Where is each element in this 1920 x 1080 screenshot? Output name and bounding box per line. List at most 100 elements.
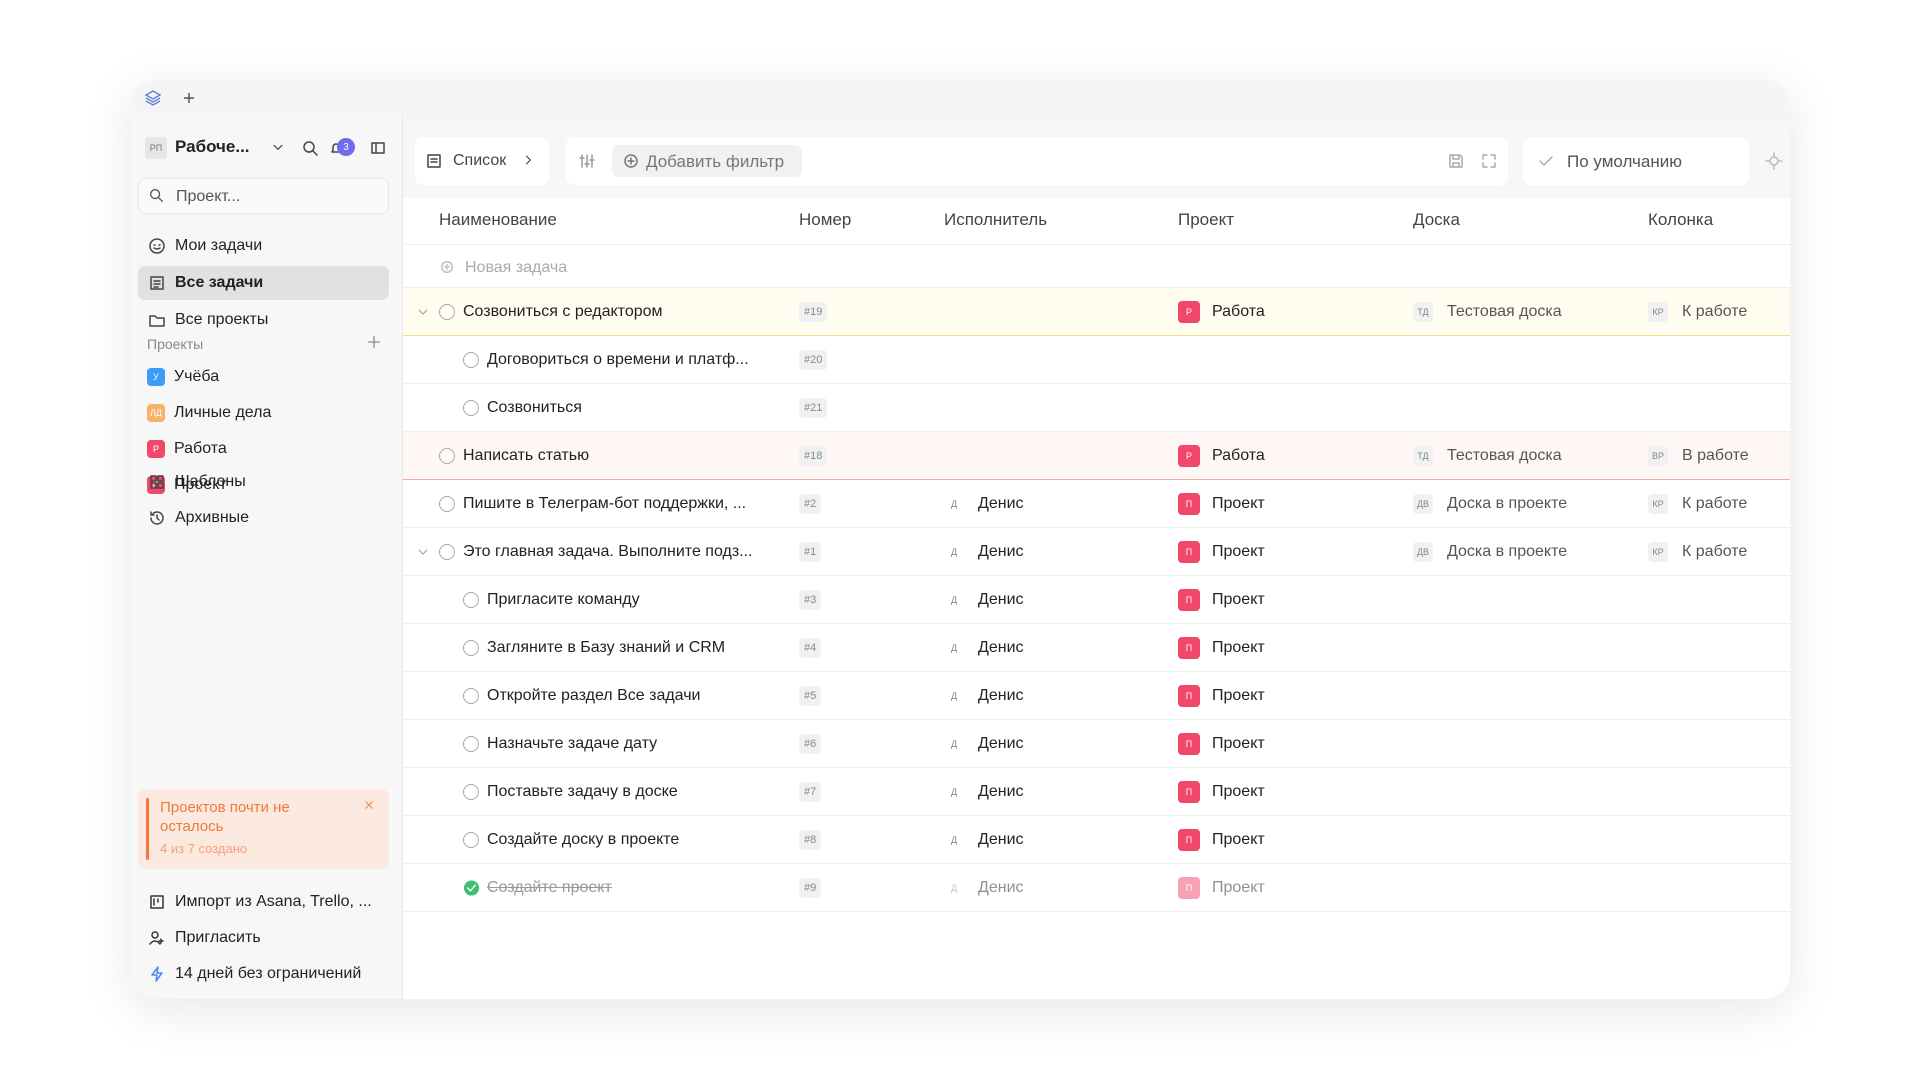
bottom-icon (150, 895, 164, 909)
new-tab-button[interactable] (181, 90, 197, 106)
task-number: #18 (799, 445, 828, 466)
task-checkbox[interactable] (463, 783, 479, 800)
task-name[interactable]: Поставьте задачу в доске (487, 782, 678, 800)
project-name: Проект (1212, 878, 1265, 896)
task-row[interactable]: Поставьте задачу в доске #7 Д Денис П Проект (403, 768, 1790, 816)
new-task-divider (403, 287, 1790, 288)
settings-icon (1765, 152, 1783, 170)
task-name[interactable]: Откройте раздел Все задачи (487, 686, 701, 704)
view-switch[interactable]: Список (415, 137, 549, 185)
task-checkbox[interactable] (439, 543, 455, 560)
project-name[interactable]: Проект (174, 476, 227, 493)
board-badge: ДВ (1413, 541, 1433, 562)
project-name[interactable]: Учёба (174, 368, 220, 385)
task-row[interactable]: Пишите в Телеграм-бот поддержки, ... #2 Д Д… (403, 480, 1790, 528)
project-badge: П (1178, 636, 1200, 659)
sidebar-toggle (371, 142, 385, 154)
task-checkbox[interactable] (463, 831, 479, 848)
task-row[interactable]: Назначьте задаче дату #6 Д Денис П Проект (403, 720, 1790, 768)
task-name[interactable]: Это главная задача. Выполните подз... (463, 542, 753, 560)
task-checkbox[interactable] (463, 351, 479, 368)
filter-settings (579, 154, 595, 168)
task-name[interactable]: Пригласите команду (487, 590, 640, 608)
column-header[interactable]: Номер (799, 210, 852, 229)
project-name[interactable]: Личные дела (174, 404, 272, 421)
task-row[interactable]: Договориться о времени и платф... #20 (403, 336, 1790, 384)
task-row[interactable]: Пригласите команду #3 Д Денис П Проект (403, 576, 1790, 624)
task-name[interactable]: Пишите в Телеграм-бот поддержки, ... (463, 494, 747, 512)
add-filter[interactable]: Добавить фильтр (612, 145, 802, 177)
nav-item[interactable]: Мои задачи (175, 237, 263, 254)
task-checkbox[interactable] (439, 303, 455, 320)
task-name[interactable]: Создайте доску в проекте (487, 830, 680, 848)
bottom-item[interactable]: Импорт из Asana, Trello, ... (175, 893, 372, 910)
task-name[interactable]: Назначьте задаче дату (487, 734, 658, 752)
add-project (368, 336, 380, 348)
column-header[interactable]: Исполнитель (944, 210, 1048, 229)
assignee-avatar: Д (950, 690, 958, 701)
task-name[interactable]: Написать статью (463, 446, 590, 464)
assignee-avatar: Д (950, 786, 958, 797)
column-header[interactable]: Доска (1413, 210, 1460, 229)
workspace-name[interactable]: Рабоче... (175, 137, 250, 156)
task-number: #7 (799, 781, 822, 802)
nav-active-bg (138, 266, 389, 300)
task-checkbox[interactable] (463, 591, 479, 608)
task-name[interactable]: Договориться о времени и платф... (487, 350, 749, 368)
column-header[interactable]: Колонка (1648, 210, 1714, 229)
project-name: Проект (1212, 590, 1265, 608)
column-header[interactable]: Наименование (439, 210, 557, 229)
project-name: Проект (1212, 638, 1265, 656)
task-checkbox[interactable] (463, 735, 479, 752)
column-header[interactable]: Проект (1178, 210, 1234, 229)
sort-select[interactable]: По умолчанию (1523, 137, 1749, 185)
nav-item[interactable]: Все задачи (175, 274, 264, 291)
project-name: Проект (1212, 830, 1265, 848)
task-name[interactable]: Загляните в Базу знаний и CRM (487, 638, 726, 656)
project-badge: П (1178, 732, 1200, 755)
task-done-check (463, 879, 480, 896)
column-badge: ВР (1648, 445, 1668, 466)
project-name: Проект (1212, 542, 1265, 560)
bottom-icon (149, 931, 164, 945)
assignee-name: Денис (978, 782, 1024, 800)
assignee-avatar: Д (950, 834, 958, 845)
banner-title: Проектов почти не осталось (160, 799, 290, 835)
sort-label: По умолчанию (1567, 152, 1682, 171)
task-row[interactable]: Создайте проект #9 Д Денис П Проект (403, 864, 1790, 912)
board-badge: ТД (1413, 301, 1433, 322)
board-name: Тестовая доска (1447, 302, 1562, 320)
task-name[interactable]: Создайте проект (487, 878, 612, 896)
task-checkbox[interactable] (463, 639, 479, 656)
bottom-item[interactable]: 14 дней без ограничений (175, 965, 362, 982)
task-row[interactable]: Создайте доску в проекте #8 Д Денис П Проект (403, 816, 1790, 864)
task-name[interactable]: Созвониться с редактором (463, 302, 663, 320)
extra-item[interactable]: Архивные (175, 509, 250, 526)
project-name[interactable]: Работа (174, 440, 227, 457)
task-row[interactable]: Откройте раздел Все задачи #5 Д Денис П Проек… (403, 672, 1790, 720)
project-badge: П (1178, 588, 1200, 611)
sort-check (1539, 156, 1553, 166)
search-box[interactable]: Проект... (138, 178, 389, 214)
project-name: Работа (1212, 302, 1265, 320)
extra-item[interactable]: Шаблоны (175, 473, 246, 490)
project-icon: ЛД (147, 404, 165, 422)
expand-arrow (418, 309, 428, 314)
new-task[interactable]: Новая задача (465, 259, 568, 276)
task-checkbox[interactable] (439, 495, 455, 512)
task-checkbox[interactable] (463, 687, 479, 704)
task-name[interactable]: Созвониться (487, 398, 582, 416)
task-row[interactable]: Написать статью #18 Р Работа ТД Тестовая доск… (403, 432, 1790, 480)
nav-item[interactable]: Все проекты (175, 311, 269, 328)
task-row[interactable]: Созвониться с редактором #19 Р Работа ТД Тест… (403, 288, 1790, 336)
task-row[interactable]: Созвониться #21 (403, 384, 1790, 432)
bottom-item[interactable]: Пригласить (175, 929, 261, 946)
task-checkbox[interactable] (463, 399, 479, 416)
task-row[interactable]: Загляните в Базу знаний и CRM #4 Д Денис П Пр… (403, 624, 1790, 672)
bottom-icon (151, 966, 163, 982)
task-row[interactable]: Это главная задача. Выполните подз... #1 Д… (403, 528, 1790, 576)
assignee-name: Денис (978, 494, 1024, 512)
add-filter-icon (624, 154, 638, 168)
assignee-avatar: Д (950, 738, 958, 749)
task-checkbox[interactable] (439, 447, 455, 464)
